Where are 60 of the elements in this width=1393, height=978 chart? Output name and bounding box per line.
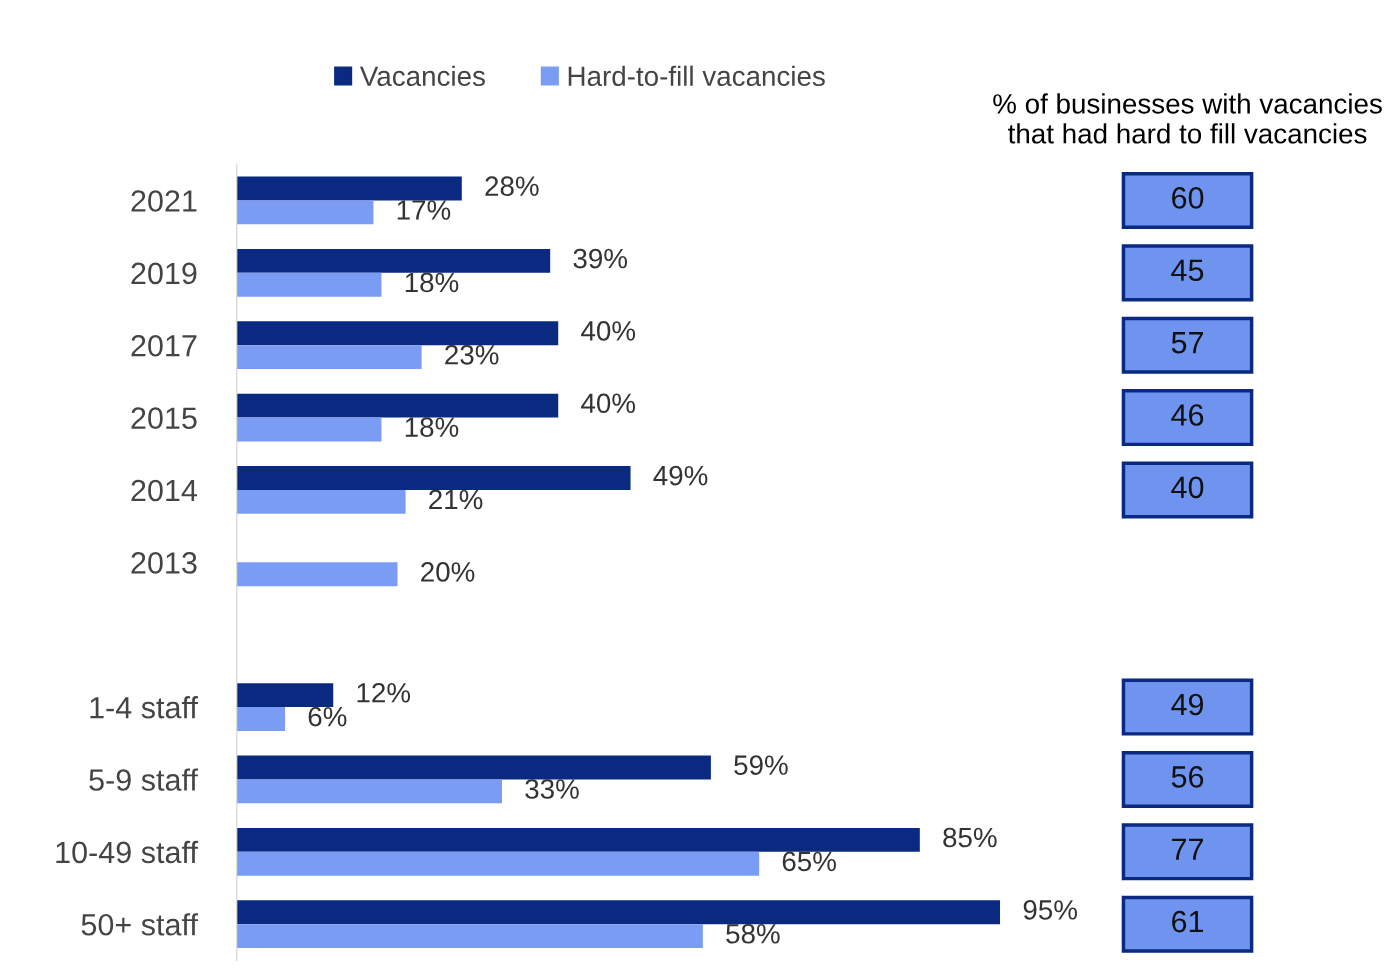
data-label: 23% xyxy=(445,344,499,365)
y-tick-label: 10-49 staff xyxy=(56,840,198,864)
data-label: 57 xyxy=(1171,332,1203,354)
y-tick-label: 1-4 staff xyxy=(90,696,198,719)
bar xyxy=(236,924,703,949)
bar xyxy=(236,683,334,708)
bar xyxy=(236,779,502,804)
data-label: 58% xyxy=(726,923,780,944)
y-tick-label: 5-9 staff xyxy=(89,768,198,791)
bar xyxy=(236,345,422,370)
data-label: 49 xyxy=(1171,693,1204,716)
data-label: 56 xyxy=(1171,766,1204,788)
bar xyxy=(236,851,760,876)
y-tick-label: 2015 xyxy=(131,407,197,429)
bar xyxy=(236,321,559,346)
bar xyxy=(236,248,551,273)
bar xyxy=(236,417,382,442)
y-tick-label: 2019 xyxy=(131,262,197,285)
bar xyxy=(236,900,1001,925)
data-label: 39% xyxy=(573,248,628,269)
legend-label: Hard-to-fill vacancies xyxy=(568,65,825,87)
y-tick-label: 2017 xyxy=(131,334,197,357)
bar xyxy=(236,272,382,297)
data-label: 20% xyxy=(421,562,475,582)
bar xyxy=(236,466,631,490)
bar xyxy=(236,176,462,201)
data-label: 60 xyxy=(1172,187,1204,209)
data-label: 6% xyxy=(308,706,347,727)
data-label: 61 xyxy=(1172,910,1204,933)
y-tick-label: 2021 xyxy=(131,190,197,212)
data-label: 40% xyxy=(581,321,636,341)
bar xyxy=(236,393,559,418)
bar xyxy=(236,562,398,587)
data-label: 77 xyxy=(1172,838,1203,860)
bar xyxy=(236,707,286,731)
bar xyxy=(236,489,406,514)
bar xyxy=(236,755,711,780)
data-label: 18% xyxy=(405,272,459,293)
data-label: 18% xyxy=(405,417,459,437)
data-label: 49% xyxy=(653,465,708,486)
y-tick-label: 50+ staff xyxy=(81,913,198,936)
data-label: 40% xyxy=(581,393,636,414)
data-label: 59% xyxy=(734,755,788,775)
y-tick-label: 2014 xyxy=(131,479,198,502)
y-tick-label: 2013 xyxy=(131,552,197,574)
data-label: 12% xyxy=(357,682,411,703)
data-label: 21% xyxy=(429,489,483,510)
data-label: 28% xyxy=(485,176,539,197)
data-label: 95% xyxy=(1023,900,1077,920)
data-label: 40 xyxy=(1171,476,1204,499)
data-label: 33% xyxy=(525,779,579,799)
bar xyxy=(236,200,374,225)
data-label: 65% xyxy=(782,851,836,872)
legend-label: Vacancies xyxy=(359,65,485,87)
data-label: 46 xyxy=(1171,404,1204,426)
data-label: 17% xyxy=(397,200,451,220)
bar xyxy=(236,827,920,852)
data-label: 85% xyxy=(943,827,997,848)
data-label: 45 xyxy=(1171,259,1204,282)
text: % of businesses with vacancies that had hard to fill vacancies xyxy=(993,93,1382,144)
